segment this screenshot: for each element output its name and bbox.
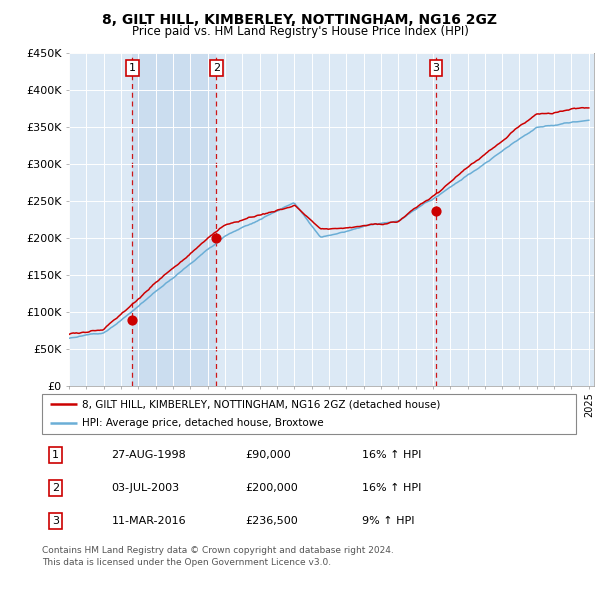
Text: Price paid vs. HM Land Registry's House Price Index (HPI): Price paid vs. HM Land Registry's House … — [131, 25, 469, 38]
Text: 3: 3 — [433, 63, 440, 73]
Point — [431, 206, 441, 216]
Text: 2: 2 — [52, 483, 59, 493]
Text: 3: 3 — [52, 516, 59, 526]
Text: 16% ↑ HPI: 16% ↑ HPI — [362, 483, 422, 493]
Text: 8, GILT HILL, KIMBERLEY, NOTTINGHAM, NG16 2GZ (detached house): 8, GILT HILL, KIMBERLEY, NOTTINGHAM, NG1… — [82, 399, 440, 409]
Text: 27-AUG-1998: 27-AUG-1998 — [112, 450, 186, 460]
Text: £90,000: £90,000 — [245, 450, 290, 460]
Text: 8, GILT HILL, KIMBERLEY, NOTTINGHAM, NG16 2GZ: 8, GILT HILL, KIMBERLEY, NOTTINGHAM, NG1… — [103, 13, 497, 27]
Text: This data is licensed under the Open Government Licence v3.0.: This data is licensed under the Open Gov… — [42, 558, 331, 566]
Point — [211, 234, 221, 243]
Text: HPI: Average price, detached house, Broxtowe: HPI: Average price, detached house, Brox… — [82, 418, 323, 428]
Text: 1: 1 — [52, 450, 59, 460]
Text: 11-MAR-2016: 11-MAR-2016 — [112, 516, 186, 526]
Text: 16% ↑ HPI: 16% ↑ HPI — [362, 450, 422, 460]
Text: 9% ↑ HPI: 9% ↑ HPI — [362, 516, 415, 526]
Text: 03-JUL-2003: 03-JUL-2003 — [112, 483, 179, 493]
Text: £200,000: £200,000 — [245, 483, 298, 493]
Text: 2: 2 — [213, 63, 220, 73]
Point — [127, 315, 137, 324]
Text: £236,500: £236,500 — [245, 516, 298, 526]
Text: Contains HM Land Registry data © Crown copyright and database right 2024.: Contains HM Land Registry data © Crown c… — [42, 546, 394, 555]
Bar — [132, 53, 216, 386]
Text: 1: 1 — [129, 63, 136, 73]
